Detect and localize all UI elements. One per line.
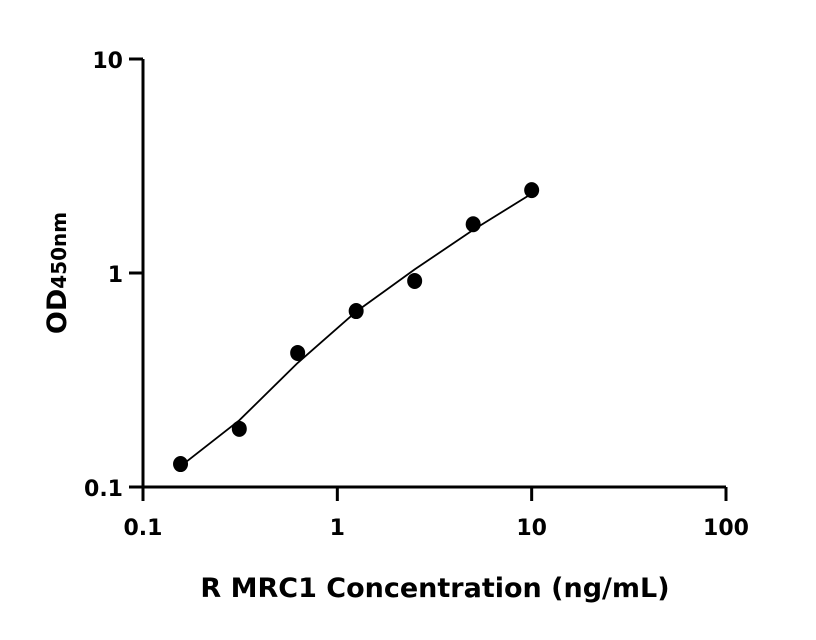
y-axis-label: OD450nm [42, 212, 73, 334]
axes [141, 59, 726, 489]
x-axis-label: R MRC1 Concentration (ng/mL) [200, 573, 669, 604]
data-point [348, 303, 364, 320]
y-axis-label-sub: 450nm [47, 212, 71, 289]
ticks: 0.1 1 10 100 0.1 1 10 [84, 49, 749, 541]
data-point [290, 344, 306, 361]
data-point [407, 272, 423, 289]
y-tick-label: 0.1 [84, 477, 123, 502]
x-tick-label: 1 [330, 516, 345, 541]
data-point [465, 216, 481, 233]
data-points [173, 182, 540, 473]
y-tick-label: 10 [92, 49, 123, 74]
x-tick-label: 10 [516, 516, 547, 541]
data-point [524, 182, 540, 199]
x-tick-label: 100 [703, 516, 749, 541]
x-tick-label: 0.1 [124, 516, 163, 541]
y-tick-label: 1 [108, 263, 123, 288]
data-point [231, 420, 247, 437]
data-point [173, 456, 189, 473]
y-axis-label-main: OD [42, 289, 73, 334]
